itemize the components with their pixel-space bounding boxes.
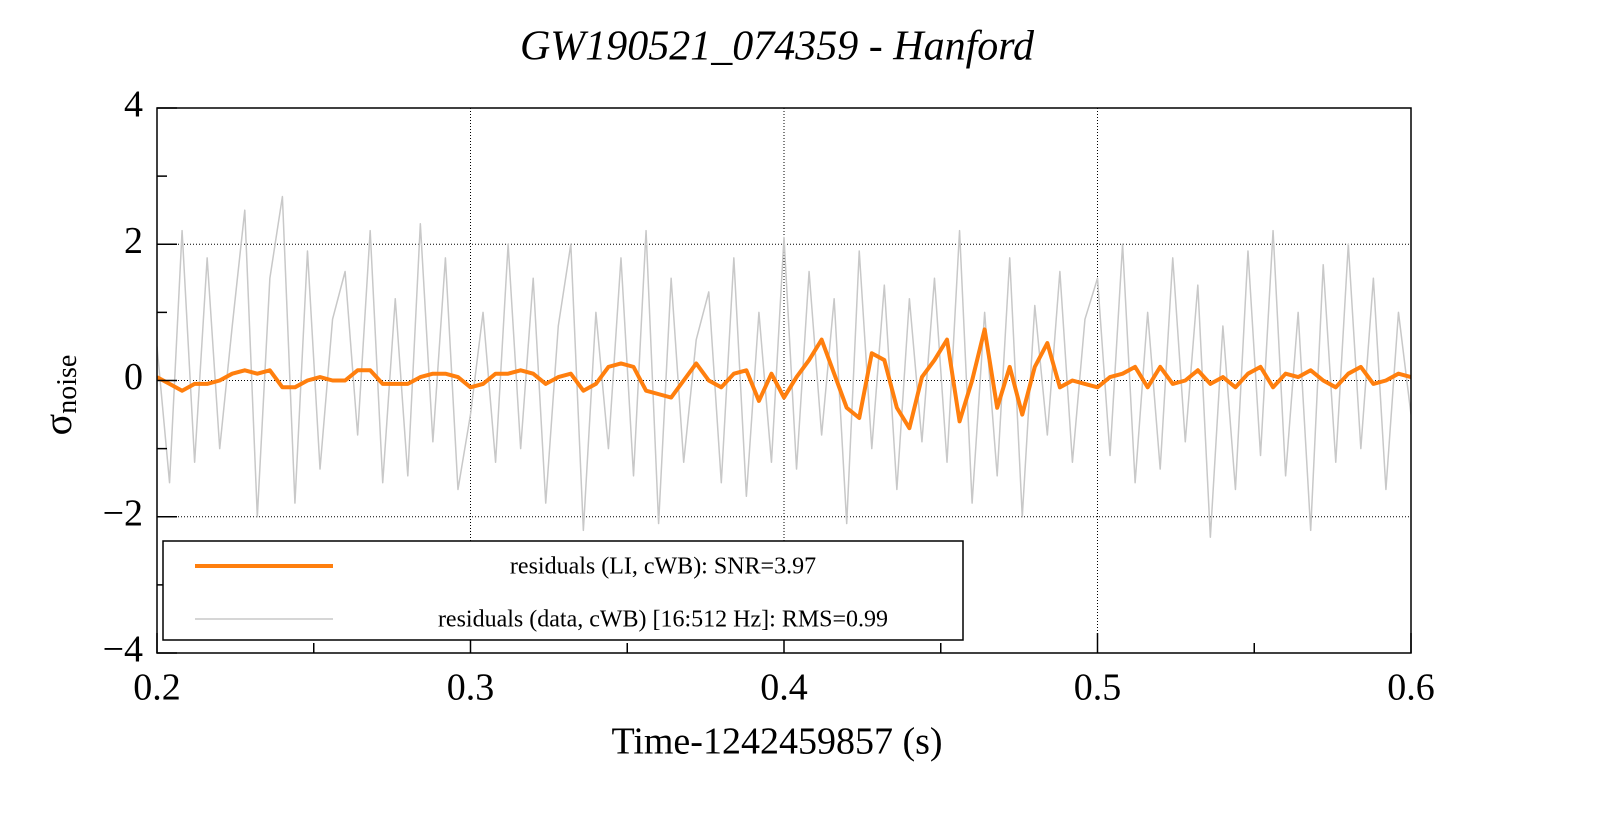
x-axis-label: Time-1242459857 (s) xyxy=(611,721,942,763)
y-tick-label: 0 xyxy=(124,356,143,398)
legend-label: residuals (LI, cWB): SNR=3.97 xyxy=(510,554,816,580)
x-tick-label: 0.5 xyxy=(1074,667,1122,709)
legend-box xyxy=(162,540,964,641)
plot-frame xyxy=(156,107,1412,654)
y-tick-label: 4 xyxy=(124,84,143,126)
y-label-subscript: noise xyxy=(52,355,83,414)
y-tick-label: −2 xyxy=(103,492,143,534)
axes: 0.2 0.3 0.4 0.5 0.6 −4 −2 0 2 4 xyxy=(103,84,1435,709)
x-tick-label: 0.3 xyxy=(447,667,495,709)
y-axis-label: σnoise xyxy=(35,355,83,436)
y-tick-label: −4 xyxy=(103,629,143,671)
x-tick-label: 0.2 xyxy=(133,667,181,709)
legend: residuals (LI, cWB): SNR=3.97 residuals (… xyxy=(162,540,964,641)
data-lines xyxy=(157,195,1411,538)
y-label-symbol: σ xyxy=(35,414,80,436)
y-tick-label: 2 xyxy=(124,220,143,262)
chart-title: GW190521_074359 - Hanford xyxy=(520,24,1035,70)
legend-label: residuals (data, cWB) [16:512 Hz]: RMS=0… xyxy=(438,607,888,633)
series-line xyxy=(157,327,1411,431)
x-tick-label: 0.6 xyxy=(1387,667,1435,709)
x-tick-label: 0.4 xyxy=(760,667,808,709)
series-line xyxy=(157,195,1411,538)
